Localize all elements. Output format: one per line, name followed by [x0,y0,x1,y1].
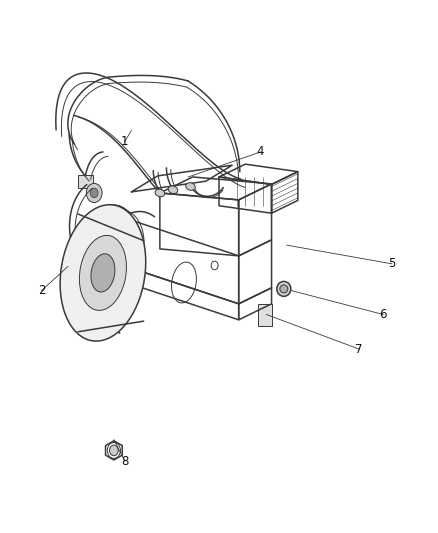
Circle shape [110,445,118,456]
Text: 6: 6 [379,308,387,321]
Text: 7: 7 [355,343,363,356]
Ellipse shape [60,205,146,341]
Circle shape [86,183,102,203]
Ellipse shape [280,285,288,293]
Ellipse shape [277,281,291,296]
FancyBboxPatch shape [78,175,93,188]
Text: 5: 5 [389,257,396,270]
FancyBboxPatch shape [258,304,272,326]
Ellipse shape [168,186,178,193]
Text: 1: 1 [121,135,129,148]
Ellipse shape [79,236,127,310]
Circle shape [90,188,98,198]
Text: 4: 4 [257,146,265,158]
Ellipse shape [186,183,195,190]
Text: 2: 2 [38,284,46,297]
Ellipse shape [155,189,165,197]
Text: 8: 8 [121,455,128,467]
Ellipse shape [91,254,115,292]
